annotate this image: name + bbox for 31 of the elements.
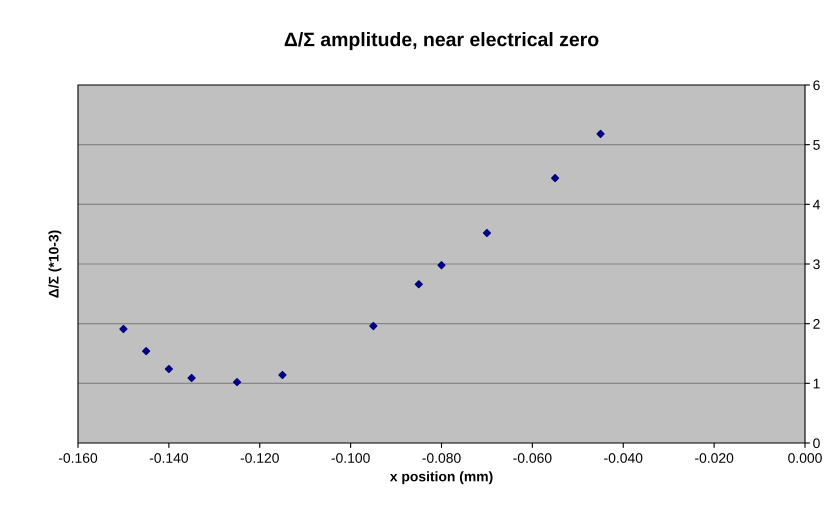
x-tick-label: -0.020 xyxy=(695,453,734,463)
point xyxy=(437,261,446,270)
y-axis-title: Δ/Σ (*10-3) xyxy=(48,230,62,298)
point xyxy=(278,370,287,380)
x-tick-label: -0.140 xyxy=(150,453,188,463)
point xyxy=(414,280,423,288)
point xyxy=(119,324,128,334)
y-tick-label: 0 xyxy=(813,438,820,448)
point xyxy=(232,378,242,386)
point xyxy=(164,364,173,374)
y-tick-label: 1 xyxy=(814,378,820,388)
x-tick-label: -0.120 xyxy=(240,453,279,463)
x-tick-label: -0.100 xyxy=(332,453,370,463)
point xyxy=(550,174,560,182)
y-tick-label: 2 xyxy=(813,319,820,329)
x-tick-label: -0.080 xyxy=(422,453,461,463)
x-tick-label: -0.040 xyxy=(604,453,642,463)
x-tick-label: -0.060 xyxy=(513,453,552,463)
x-axis-title: x position (mm) xyxy=(390,471,493,484)
point xyxy=(482,228,492,238)
y-tick-label: 4 xyxy=(812,200,820,210)
point xyxy=(596,130,605,138)
point xyxy=(142,347,150,356)
point xyxy=(369,322,378,330)
x-tick-label: 0.000 xyxy=(788,453,822,463)
x-tick-label: -0.160 xyxy=(58,453,98,463)
chart-title: Δ/Σ amplitude, near electrical zero xyxy=(284,32,598,50)
y-tick-label: 6 xyxy=(813,80,820,90)
y-tick-label: 3 xyxy=(813,259,820,270)
point xyxy=(187,374,196,382)
y-tick-label: 5 xyxy=(813,140,820,150)
